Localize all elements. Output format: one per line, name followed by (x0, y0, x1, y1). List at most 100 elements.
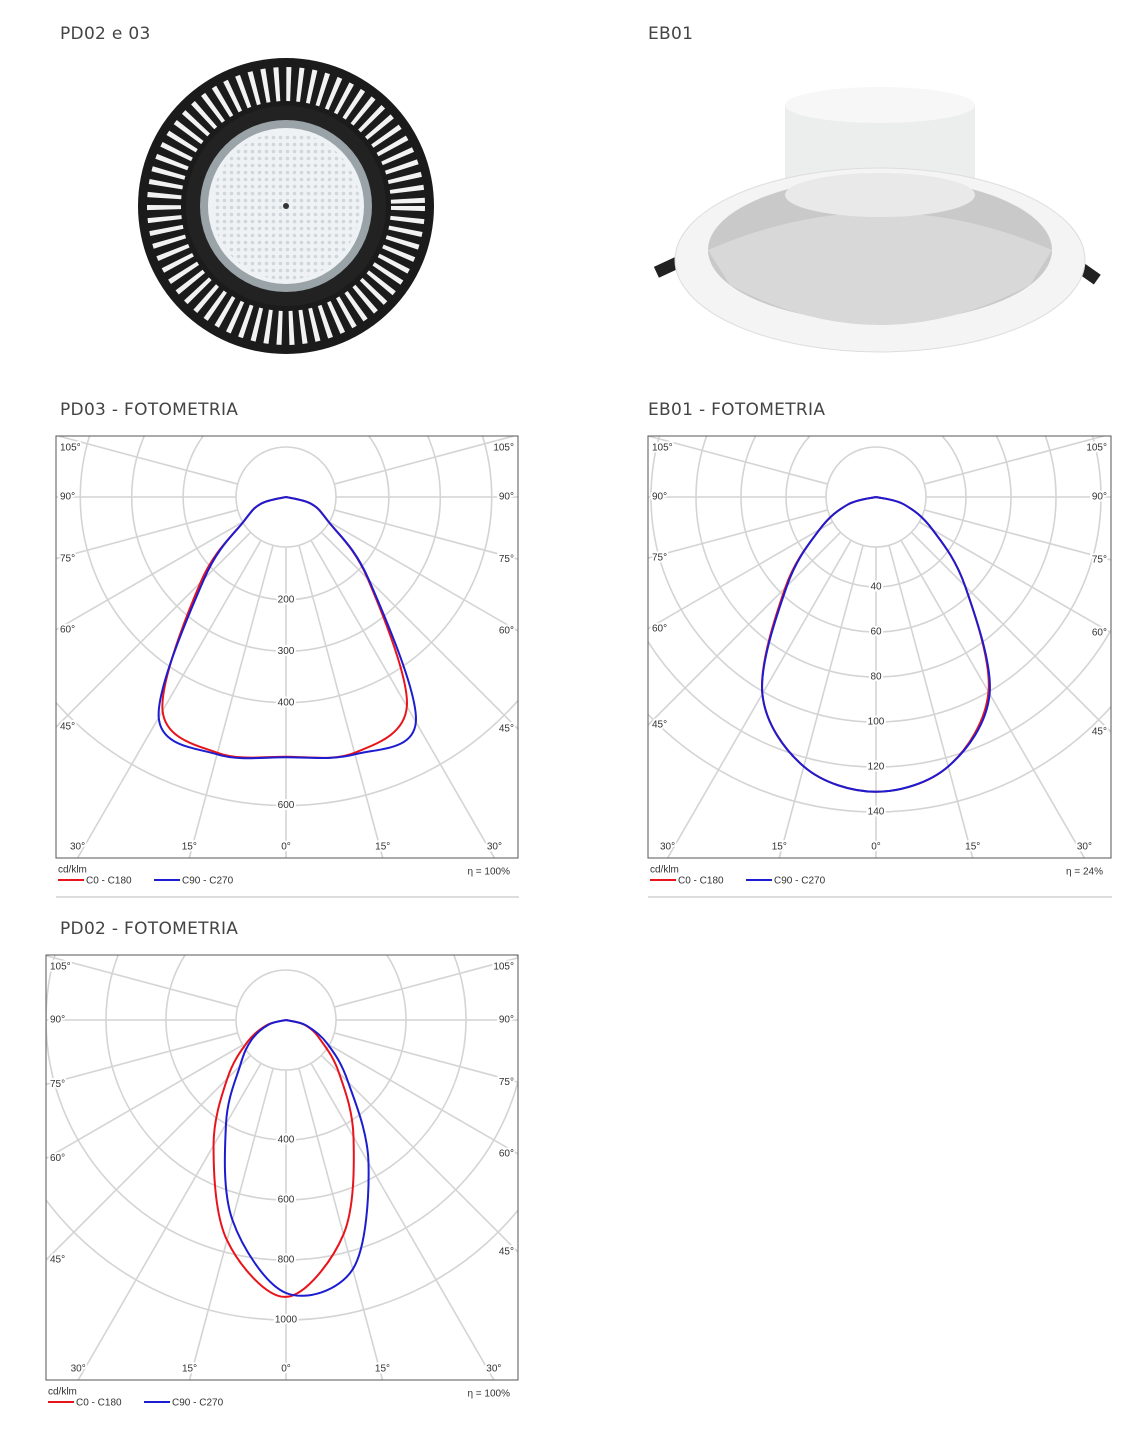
angle-label: 90° (499, 1015, 514, 1026)
unit-label: cd/klm (48, 1387, 77, 1398)
angle-label: 30° (71, 1364, 86, 1375)
unit-label: cd/klm (58, 865, 87, 876)
angle-label: 75° (499, 1077, 514, 1088)
radial-tick-label: 800 (278, 1255, 295, 1266)
grid-line (648, 510, 828, 558)
angle-label: 0° (871, 842, 881, 853)
grid-line (334, 958, 518, 1007)
grid-line (311, 1063, 494, 1380)
chart-title: PD03 - FOTOMETRIA (60, 400, 238, 420)
angle-label: 15° (772, 842, 787, 853)
angle-label: 15° (375, 1364, 390, 1375)
photometry-chart: 105° 90° 75° 60° 45° 30° 15° 0° 15° 30° 45° 60° 75° 9… (647, 435, 1112, 901)
angle-label: 60° (499, 1149, 514, 1160)
grid-line (901, 540, 1084, 858)
product-image (650, 75, 1110, 370)
angle-label: 105° (50, 962, 71, 973)
grid-line (311, 540, 494, 858)
grid-line (648, 436, 827, 484)
efficiency-label: η = 100% (467, 867, 510, 878)
grid-line (58, 436, 237, 484)
angle-label: 75° (499, 554, 514, 565)
grid-line (321, 532, 518, 729)
grid-line (329, 522, 518, 631)
chart-title: EB01 - FOTOMETRIA (648, 400, 825, 420)
chart-title: PD02 - FOTOMETRIA (60, 919, 238, 939)
legend-label: C90 - C270 (774, 876, 826, 887)
page: {"images": [{"caption": "PD02 e 03"}, {"… (0, 0, 1147, 1438)
angle-label: 45° (50, 1255, 65, 1266)
angle-label: 0° (281, 842, 291, 853)
grid-line (648, 532, 841, 725)
radial-tick-label: 200 (278, 594, 295, 605)
angle-label: 75° (50, 1079, 65, 1090)
grid-line (46, 1033, 238, 1084)
angle-label: 105° (652, 443, 673, 454)
angle-label: 90° (499, 492, 514, 503)
angle-label: 90° (60, 492, 75, 503)
angle-label: 30° (486, 1364, 501, 1375)
efficiency-label: η = 24% (1066, 867, 1103, 878)
angle-label: 105° (1086, 443, 1107, 454)
angle-label: 60° (1092, 627, 1107, 638)
image-caption: EB01 (648, 24, 693, 44)
unit-label: cd/klm (650, 865, 679, 876)
photometry-chart: 105°90°75°60°45°30°15°0°15°30°45°60°75°9… (45, 954, 519, 1423)
angle-label: 90° (50, 1015, 65, 1026)
angle-label: 105° (493, 443, 514, 454)
radial-tick-label: 100 (868, 717, 885, 728)
radial-tick-label: 400 (278, 697, 295, 708)
angle-label: 75° (60, 553, 75, 564)
angle-label: 15° (375, 842, 390, 853)
angle-label: 30° (1077, 842, 1092, 853)
angle-label: 90° (1092, 492, 1107, 503)
legend-label: C0 - C180 (86, 876, 132, 887)
grid-line (334, 1033, 518, 1082)
angle-label: 45° (652, 720, 667, 731)
grid-line (321, 1055, 518, 1252)
angle-label: 105° (493, 962, 514, 973)
angle-label: 90° (652, 492, 667, 503)
grid-line (46, 956, 238, 1007)
radial-tick-label: 140 (868, 807, 885, 818)
radial-tick-label: 80 (870, 672, 882, 683)
angle-label: 30° (487, 842, 502, 853)
grid-line (46, 1055, 251, 1260)
grid-line (329, 1045, 518, 1154)
legend-label: C0 - C180 (678, 876, 724, 887)
legend-label: C90 - C270 (172, 1398, 224, 1409)
angle-label: 60° (499, 626, 514, 637)
angle-label: 45° (499, 724, 514, 735)
efficiency-label: η = 100% (467, 1389, 510, 1400)
image-caption: PD02 e 03 (60, 24, 151, 44)
angle-label: 45° (1092, 727, 1107, 738)
grid-line (924, 510, 1111, 560)
grid-line (334, 436, 513, 484)
angle-label: 30° (660, 842, 675, 853)
grid-line (924, 436, 1103, 484)
radial-tick-label: 1000 (275, 1315, 298, 1326)
angle-label: 15° (182, 842, 197, 853)
angle-label: 45° (499, 1247, 514, 1258)
angle-label: 0° (281, 1364, 291, 1375)
grid-line (78, 540, 261, 858)
angle-label: 60° (50, 1153, 65, 1164)
radial-tick-label: 300 (278, 646, 295, 657)
product-image (130, 50, 440, 360)
grid-line (919, 522, 1111, 633)
angle-label: 75° (1092, 555, 1107, 566)
angle-label: 15° (965, 842, 980, 853)
grid-line (56, 532, 251, 727)
radial-tick-label: 120 (868, 762, 885, 773)
radial-tick-label: 40 (870, 582, 882, 593)
radial-tick-label: 400 (278, 1135, 295, 1146)
angle-label: 60° (60, 624, 75, 635)
radial-tick-label: 600 (278, 800, 295, 811)
angle-label: 45° (60, 722, 75, 733)
angle-label: 75° (652, 553, 667, 564)
grid-line (668, 540, 851, 858)
legend-label: C90 - C270 (182, 876, 234, 887)
legend-label: C0 - C180 (76, 1398, 122, 1409)
radial-tick-label: 600 (278, 1195, 295, 1206)
angle-label: 60° (652, 623, 667, 634)
